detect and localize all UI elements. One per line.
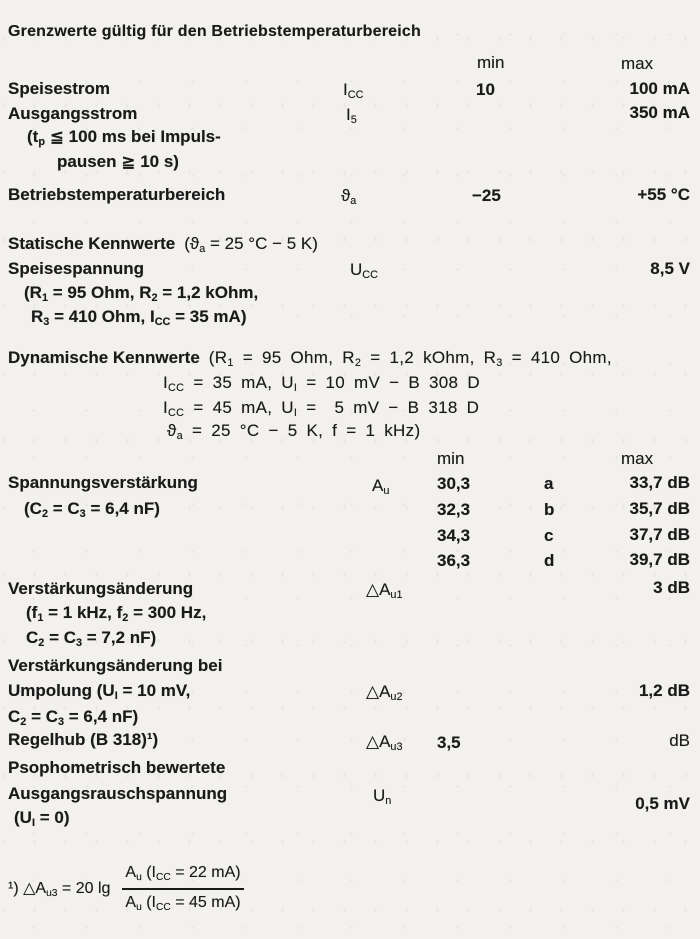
row-label-rauschspannung-line2: Ausgangsrauschspannung <box>8 784 228 803</box>
unit-regelhub: dB <box>669 731 690 750</box>
symbol-delta-au3: △Au3 <box>366 732 403 753</box>
condition-speisespannung-line2: R3 = 410 Ohm, ICC = 35 mA) <box>31 307 247 328</box>
value-speisespannung-max: 8,5 V <box>650 259 690 278</box>
condition-va1-line1: (f1 = 1 kHz, f2 = 300 Hz, <box>26 603 207 624</box>
condition-rauschspannung: (UI = 0) <box>14 808 70 829</box>
symbol-delta-au1: △Au1 <box>366 580 403 601</box>
row-label-verstaerkungsaenderung2-line2: Umpolung (UI = 10 mV, <box>8 681 191 702</box>
dynamisch-condition-line2: ICC = 35 mA, UI = 10 mV − B 308 D <box>163 373 480 394</box>
dynamisch-col-header-min: min <box>437 449 465 468</box>
condition-impuls-line1: (tp ≦ 100 ms bei Impuls- <box>27 127 221 148</box>
dynamisch-condition-line3: ICC = 45 mA, UI = 5 mV − B 318 D <box>163 398 480 419</box>
section-heading-dynamische-kennwerte: Dynamische Kennwerte (R1 = 95 Ohm, R2 = 1… <box>8 348 612 373</box>
symbol-theta-a: ϑa <box>341 186 357 207</box>
row-label-verstaerkungsaenderung1: Verstärkungsänderung <box>8 579 194 598</box>
value-temperatur-max: +55 °C <box>637 185 690 204</box>
symbol-i5: I5 <box>346 105 357 126</box>
dynamisch-condition-line4: ϑa = 25 °C − 5 K, f = 1 kHz) <box>167 421 421 442</box>
row-label-betriebstemperaturbereich: Betriebstemperaturbereich <box>8 185 226 204</box>
gain-row-max: 33,7 dB <box>629 473 690 492</box>
symbol-delta-au2: △Au2 <box>366 682 403 703</box>
footnote-numerator: Au (ICC = 22 mA) <box>122 864 244 890</box>
footnote-formula: ¹) △Au3 = 20 lg Au (ICC = 22 mA) Au (ICC =… <box>8 864 244 913</box>
symbol-au: Au <box>372 476 390 497</box>
value-verstaerkungsaenderung2-max: 1,2 dB <box>638 681 690 700</box>
gain-row-grade: a <box>544 474 554 493</box>
page-title: Grenzwerte gültig für den Betriebstemper… <box>8 23 421 40</box>
row-label-spannungsverstaerkung: Spannungsverstärkung <box>8 473 198 492</box>
value-speisestrom-max: 100 mA <box>629 79 690 98</box>
footnote-denominator: Au (ICC = 45 mA) <box>125 893 241 913</box>
value-regelhub-min: 3,5 <box>437 733 461 752</box>
gain-row-grade: c <box>544 526 554 545</box>
limits-col-header-max: max <box>621 54 654 73</box>
row-label-speisespannung: Speisespannung <box>8 259 145 278</box>
condition-speisespannung-line1: (R1 = 95 Ohm, R2 = 1,2 kOhm, <box>24 283 259 304</box>
gain-row-min: 32,3 <box>437 500 471 519</box>
condition-spannungsverstaerkung: (C2 = C3 = 6,4 nF) <box>24 499 160 520</box>
gain-row-max: 39,7 dB <box>629 550 690 569</box>
value-rauschspannung-max: 0,5 mV <box>635 794 690 813</box>
row-label-regelhub: Regelhub (B 318)¹) <box>8 730 159 749</box>
value-verstaerkungsaenderung1-max: 3 dB <box>653 578 690 597</box>
row-label-rauschspannung-line1: Psophometrisch bewertete <box>8 758 226 777</box>
symbol-ucc: UCC <box>350 260 378 281</box>
symbol-un: Un <box>373 786 392 807</box>
limits-col-header-min: min <box>477 53 505 72</box>
condition-va1-line2: C2 = C3 = 7,2 nF) <box>26 628 157 649</box>
gain-row-grade: b <box>544 500 555 519</box>
section-heading-statische-kennwerte: Statische Kennwerte (ϑa = 25 °C − 5 K) <box>8 234 318 259</box>
condition-impuls-line2: pausen ≧ 10 s) <box>57 152 179 171</box>
dynamisch-condition-line1: (R1 = 95 Ohm, R2 = 1,2 kOhm, R3 = 410 Oh… <box>208 348 612 369</box>
gain-row-min: 36,3 <box>437 551 471 570</box>
dynamisch-col-header-max: max <box>621 449 654 468</box>
symbol-icc: ICC <box>343 80 364 101</box>
gain-row-min: 34,3 <box>437 526 471 545</box>
footnote-prefix: ¹) △Au3 = 20 lg <box>8 879 111 899</box>
value-ausgangsstrom-max: 350 mA <box>629 103 690 122</box>
gain-row-max: 35,7 dB <box>629 499 690 518</box>
row-label-verstaerkungsaenderung2-line3: C2 = C3 = 6,4 nF) <box>8 707 139 728</box>
gain-row-min: 30,3 <box>437 474 471 493</box>
gain-row-grade: d <box>544 551 555 570</box>
footnote-fraction: Au (ICC = 22 mA) Au (ICC = 45 mA) <box>122 864 244 913</box>
value-temperatur-min: −25 <box>472 186 501 205</box>
row-label-speisestrom: Speisestrom <box>8 79 111 98</box>
statisch-heading-condition: (ϑa = 25 °C − 5 K) <box>184 234 318 255</box>
dynamisch-heading-text: Dynamische Kennwerte <box>8 348 200 367</box>
statisch-heading-text: Statische Kennwerte <box>8 234 176 253</box>
value-speisestrom-min: 10 <box>476 80 495 99</box>
row-label-verstaerkungsaenderung2-line1: Verstärkungsänderung bei <box>8 656 223 675</box>
gain-row-max: 37,7 dB <box>629 525 690 544</box>
row-label-ausgangsstrom: Ausgangsstrom <box>8 104 138 123</box>
